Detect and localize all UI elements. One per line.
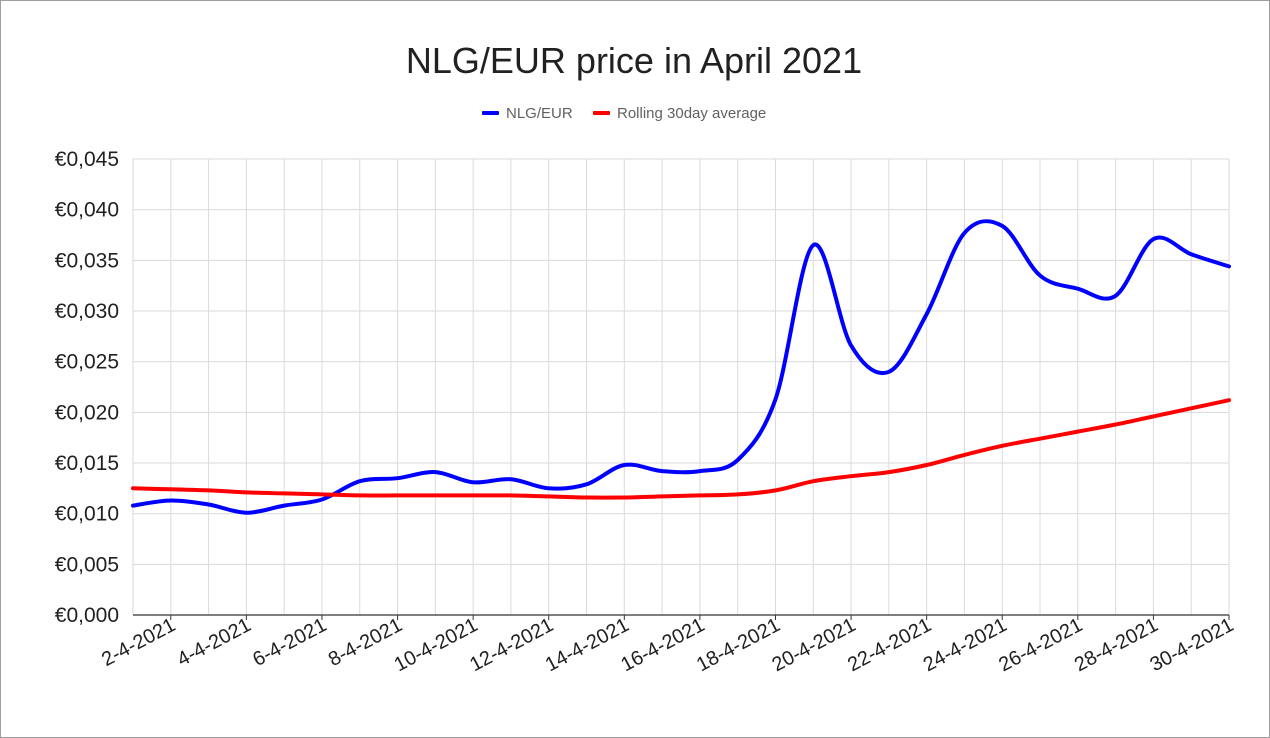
- x-tick-label: 20-4-2021: [769, 614, 860, 676]
- y-tick-label: €0,000: [55, 604, 119, 627]
- y-tick-label: €0,010: [55, 503, 119, 526]
- x-tick-label: 30-4-2021: [1147, 614, 1238, 676]
- x-axis-ticks: 2-4-20214-4-20216-4-20218-4-202110-4-202…: [98, 614, 1237, 676]
- chart-title: NLG/EUR price in April 2021: [406, 40, 862, 81]
- y-tick-label: €0,045: [55, 148, 119, 171]
- series-line-rolling-average: [131, 398, 1231, 500]
- y-tick-label: €0,030: [55, 300, 119, 323]
- x-tick-label: 26-4-2021: [995, 614, 1086, 676]
- x-tick-label: 4-4-2021: [174, 614, 255, 671]
- y-tick-label: €0,040: [55, 199, 119, 222]
- x-tick-label: 6-4-2021: [249, 614, 330, 671]
- x-tick-label: 16-4-2021: [617, 614, 708, 676]
- x-tick-label: 18-4-2021: [693, 614, 784, 676]
- y-tick-label: €0,025: [55, 351, 119, 374]
- y-tick-label: €0,035: [55, 249, 119, 272]
- x-tick-label: 10-4-2021: [391, 614, 482, 676]
- y-tick-label: €0,020: [55, 401, 119, 424]
- legend-label-rolling-average: Rolling 30day average: [617, 105, 766, 122]
- legend-swatch-rolling-average: [593, 111, 610, 115]
- x-tick-label: 22-4-2021: [844, 614, 935, 676]
- series-line-nlg-eur: [131, 219, 1231, 515]
- series-lines: [131, 219, 1231, 515]
- legend: NLG/EUR Rolling 30day average: [482, 105, 766, 122]
- grid: [132, 158, 1230, 616]
- x-tick-label: 24-4-2021: [920, 614, 1011, 676]
- legend-swatch-nlg-eur: [482, 111, 499, 115]
- x-tick-label: 14-4-2021: [542, 614, 633, 676]
- y-tick-label: €0,005: [55, 553, 119, 576]
- y-axis-ticks: €0,000 €0,005 €0,010 €0,015 €0,020 €0,025 €0,0…: [55, 148, 119, 627]
- y-tick-label: €0,015: [55, 452, 119, 475]
- legend-label-nlg-eur: NLG/EUR: [506, 105, 573, 122]
- x-tick-label: 28-4-2021: [1071, 614, 1162, 676]
- x-tick-label: 12-4-2021: [466, 614, 557, 676]
